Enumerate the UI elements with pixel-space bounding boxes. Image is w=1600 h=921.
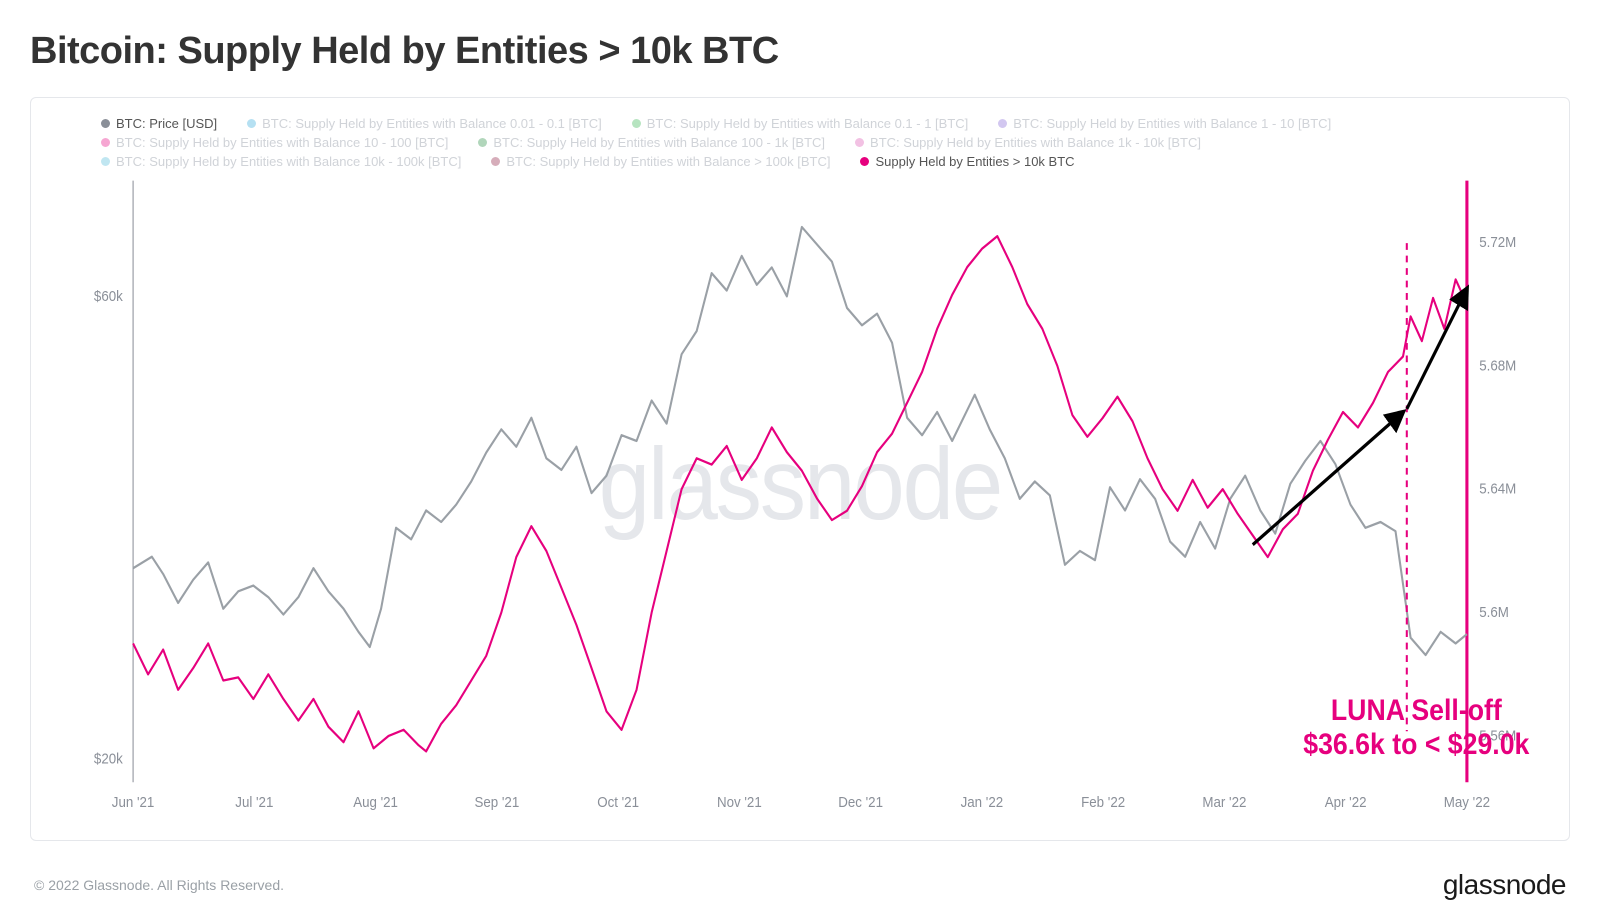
copyright-text: © 2022 Glassnode. All Rights Reserved.: [34, 877, 284, 893]
svg-text:Oct '21: Oct '21: [597, 794, 639, 811]
svg-text:Apr '22: Apr '22: [1325, 794, 1367, 811]
legend-label: BTC: Supply Held by Entities with Balanc…: [116, 135, 448, 150]
svg-text:5.64M: 5.64M: [1479, 480, 1516, 497]
legend-item[interactable]: BTC: Supply Held by Entities with Balanc…: [101, 135, 448, 150]
legend-item[interactable]: BTC: Supply Held by Entities with Balanc…: [478, 135, 825, 150]
legend-label: BTC: Supply Held by Entities with Balanc…: [493, 135, 825, 150]
legend-item[interactable]: BTC: Supply Held by Entities with Balanc…: [632, 116, 969, 131]
legend: BTC: Price [USD] BTC: Supply Held by Enti…: [51, 116, 1549, 169]
brand-logo: glassnode: [1443, 869, 1566, 901]
svg-text:Sep '21: Sep '21: [474, 794, 519, 811]
svg-text:May '22: May '22: [1444, 794, 1490, 811]
svg-text:$36.6k to < $29.0k: $36.6k to < $29.0k: [1303, 728, 1529, 761]
legend-dot-icon: [855, 138, 864, 147]
svg-text:Jan '22: Jan '22: [961, 794, 1004, 811]
legend-dot-icon: [491, 157, 500, 166]
legend-dot-icon: [478, 138, 487, 147]
legend-label: BTC: Price [USD]: [116, 116, 217, 131]
legend-item[interactable]: BTC: Supply Held by Entities with Balanc…: [101, 154, 461, 169]
legend-label: BTC: Supply Held by Entities with Balanc…: [116, 154, 461, 169]
svg-text:Mar '22: Mar '22: [1202, 794, 1246, 811]
chart-card: BTC: Price [USD] BTC: Supply Held by Enti…: [30, 97, 1570, 841]
svg-text:$60k: $60k: [94, 287, 124, 304]
svg-text:5.68M: 5.68M: [1479, 357, 1516, 374]
svg-text:Aug '21: Aug '21: [353, 794, 398, 811]
svg-text:Jun '21: Jun '21: [112, 794, 155, 811]
legend-label: BTC: Supply Held by Entities with Balanc…: [1013, 116, 1331, 131]
chart-plot[interactable]: glassnode$20k$60k5.56M5.6M5.64M5.68M5.72…: [51, 175, 1549, 822]
legend-dot-icon: [101, 157, 110, 166]
svg-text:Dec '21: Dec '21: [838, 794, 883, 811]
page-title: Bitcoin: Supply Held by Entities > 10k B…: [30, 30, 1570, 73]
legend-item[interactable]: BTC: Supply Held by Entities with Balanc…: [998, 116, 1331, 131]
svg-text:LUNA Sell-off: LUNA Sell-off: [1331, 694, 1502, 727]
legend-item[interactable]: BTC: Price [USD]: [101, 116, 217, 131]
legend-label: BTC: Supply Held by Entities with Balanc…: [506, 154, 830, 169]
svg-text:5.6M: 5.6M: [1479, 603, 1509, 620]
legend-dot-icon: [247, 119, 256, 128]
legend-dot-icon: [860, 157, 869, 166]
legend-item[interactable]: BTC: Supply Held by Entities with Balanc…: [855, 135, 1201, 150]
svg-text:glassnode: glassnode: [599, 427, 1001, 541]
legend-dot-icon: [101, 119, 110, 128]
legend-label: Supply Held by Entities > 10k BTC: [875, 154, 1074, 169]
legend-item[interactable]: BTC: Supply Held by Entities with Balanc…: [247, 116, 602, 131]
svg-text:5.72M: 5.72M: [1479, 233, 1516, 250]
legend-label: BTC: Supply Held by Entities with Balanc…: [870, 135, 1201, 150]
svg-text:$20k: $20k: [94, 750, 124, 767]
svg-text:Feb '22: Feb '22: [1081, 794, 1125, 811]
svg-text:Nov '21: Nov '21: [717, 794, 762, 811]
legend-dot-icon: [632, 119, 641, 128]
legend-dot-icon: [101, 138, 110, 147]
legend-item[interactable]: BTC: Supply Held by Entities with Balanc…: [491, 154, 830, 169]
legend-label: BTC: Supply Held by Entities with Balanc…: [647, 116, 969, 131]
svg-text:Jul '21: Jul '21: [235, 794, 273, 811]
legend-label: BTC: Supply Held by Entities with Balanc…: [262, 116, 602, 131]
legend-item[interactable]: Supply Held by Entities > 10k BTC: [860, 154, 1074, 169]
legend-dot-icon: [998, 119, 1007, 128]
